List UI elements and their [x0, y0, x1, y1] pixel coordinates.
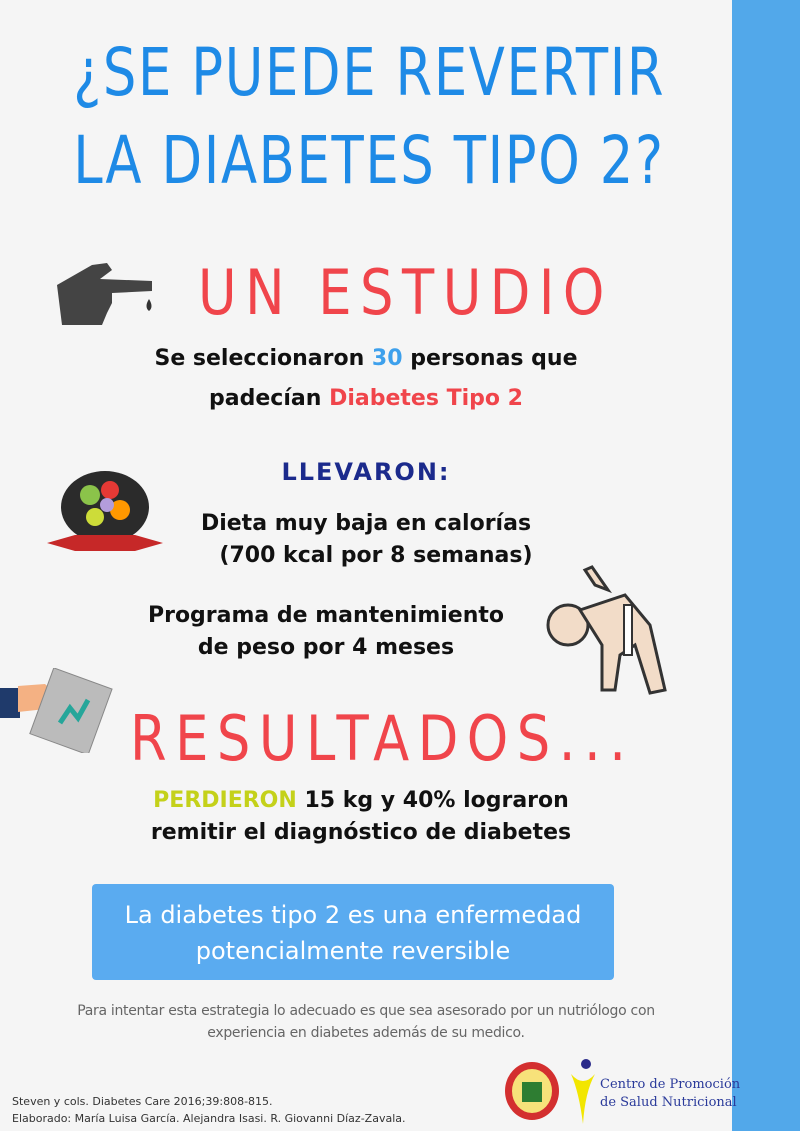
results-line-1: PERDIERON 15 kg y 40% lograron: [0, 785, 727, 817]
llevaron-heading: LLEVARON:: [281, 458, 451, 486]
citation-line-1: Steven y cols. Diabetes Care 2016;39:808…: [12, 1095, 273, 1108]
results-line-2: remitir el diagnóstico de diabetes: [150, 820, 572, 845]
center-logo-text: Centro de Promoción de Salud Nutricional: [600, 1076, 740, 1112]
person-measuring-waist-icon: [546, 565, 667, 695]
diet-line-1: Dieta muy baja en calorías: [200, 511, 532, 536]
text: padecían: [209, 386, 330, 411]
results-heading: RESULTADOS...: [130, 702, 635, 775]
title-line-2: LA DIABETES TIPO 2?: [73, 122, 665, 199]
diet-line-2: (700 kcal por 8 semanas): [219, 543, 533, 568]
note-line-2: experiencia en diabetes además de su med…: [207, 1025, 525, 1041]
accent-strip: [732, 0, 800, 1131]
advice-note: Para intentar esta estrategia lo adecuad…: [0, 1000, 732, 1044]
participant-count: 30: [371, 346, 403, 371]
program-line-1: Programa de mantenimiento: [147, 603, 505, 628]
citation: Steven y cols. Diabetes Care 2016;39:808…: [12, 1093, 406, 1127]
center-logo-figure: [571, 1059, 595, 1124]
callout-box: La diabetes tipo 2 es una enfermedad pot…: [92, 884, 614, 980]
hand-holding-chart-icon: [0, 668, 113, 753]
center-name-line-2: de Salud Nutricional: [600, 1095, 737, 1110]
title-line-1: ¿SE PUEDE REVERTIR: [73, 34, 666, 111]
text: Se seleccionaron: [154, 346, 372, 371]
study-line-2: padecían Diabetes Tipo 2: [0, 383, 732, 415]
study-heading: UN ESTUDIO: [198, 256, 613, 329]
study-line-1: Se seleccionaron 30 personas que: [0, 343, 732, 375]
healthy-food-plate-icon: [47, 471, 163, 551]
credits-line: Elaborado: María Luisa García. Alejandra…: [12, 1112, 406, 1125]
program-line-2: de peso por 4 meses: [197, 635, 455, 660]
finger-blood-drop-icon: [57, 263, 152, 325]
note-line-1: Para intentar esta estrategia lo adecuad…: [77, 1003, 655, 1019]
callout-line-1: La diabetes tipo 2 es una enfermedad: [124, 901, 582, 929]
text: personas que: [402, 346, 578, 371]
text: 15 kg y 40% lograron: [296, 788, 569, 813]
center-name-line-1: Centro de Promoción: [600, 1077, 741, 1092]
university-seal-logo: [505, 1062, 559, 1120]
highlight-text: PERDIERON: [153, 788, 297, 813]
callout-line-2: potencialmente reversible: [195, 937, 511, 965]
disease-name: Diabetes Tipo 2: [329, 386, 523, 411]
